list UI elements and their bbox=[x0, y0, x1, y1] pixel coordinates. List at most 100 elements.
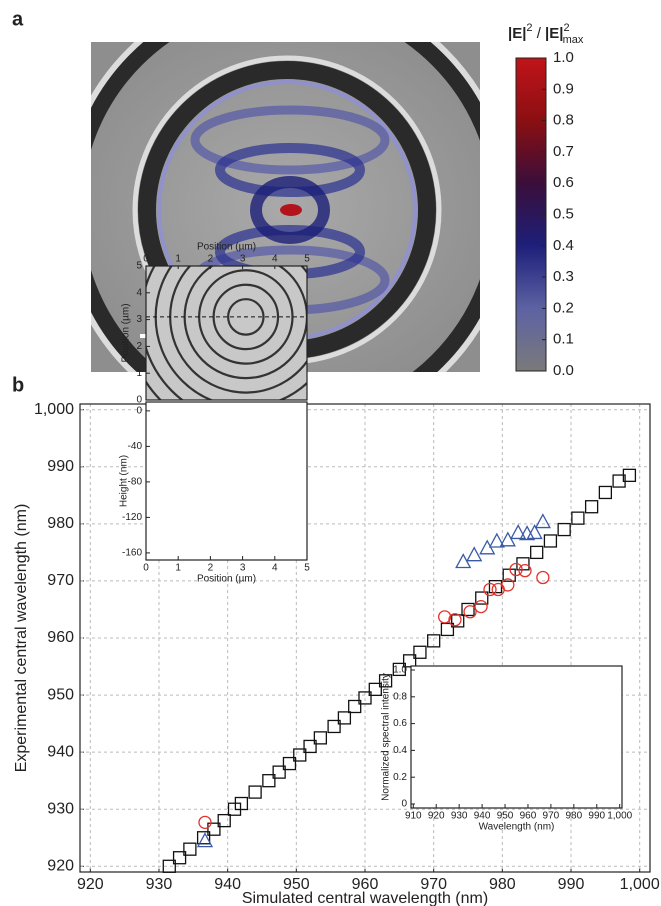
y-tick-label: -80 bbox=[128, 477, 143, 488]
marker-circle bbox=[448, 613, 462, 627]
panel-label: b bbox=[12, 374, 24, 396]
x-tick-label: 940 bbox=[214, 876, 241, 893]
marker-triangle bbox=[499, 531, 516, 547]
y-tick-label: 5 bbox=[136, 261, 142, 272]
marker-square bbox=[183, 842, 197, 856]
x-tick-label: 990 bbox=[588, 811, 605, 822]
marker-square bbox=[427, 634, 441, 648]
x-tick-label: 920 bbox=[428, 811, 445, 822]
x-tick-label: 0 bbox=[143, 254, 149, 265]
x-tick-label: 970 bbox=[543, 811, 560, 822]
marker-square bbox=[248, 785, 262, 799]
ring bbox=[198, 269, 294, 365]
colorbar-tick-label: 0.3 bbox=[553, 268, 574, 285]
x-axis-label: Wavelength (nm) bbox=[479, 822, 555, 833]
colorbar-title: |E|2 / |E|2 max bbox=[508, 22, 584, 46]
x-tick-label: 4 bbox=[272, 254, 278, 265]
x-tick-label: 940 bbox=[474, 811, 491, 822]
marker-circle bbox=[438, 610, 452, 624]
marker-triangle bbox=[196, 832, 214, 848]
y-tick-label: 960 bbox=[47, 629, 74, 646]
x-tick-label: 1 bbox=[175, 563, 181, 574]
x-tick-label: 950 bbox=[283, 876, 310, 893]
x-tick-label: 3 bbox=[240, 254, 246, 265]
colorbar-tick-label: 1.0 bbox=[553, 49, 574, 66]
marker-square bbox=[337, 711, 352, 725]
marker-square bbox=[217, 813, 231, 828]
y-tick-label: -160 bbox=[122, 548, 142, 559]
x-tick-label: 980 bbox=[565, 811, 582, 822]
title-part: max bbox=[563, 34, 584, 46]
colorbar bbox=[515, 57, 547, 372]
marker-square bbox=[358, 691, 372, 705]
colorbar-tick-label: 0.9 bbox=[553, 80, 574, 97]
marker-square bbox=[402, 654, 417, 668]
colorbar-tick-label: 0.2 bbox=[553, 299, 574, 316]
marker-square bbox=[440, 622, 455, 637]
x-tick-label: 910 bbox=[405, 811, 422, 822]
x-axis-label: Position (µm) bbox=[197, 574, 256, 585]
x-tick-label: 5 bbox=[304, 254, 310, 265]
marker-square bbox=[172, 851, 187, 865]
y-tick-label: 1.0 bbox=[393, 665, 407, 676]
x-tick-label: 2 bbox=[208, 563, 214, 574]
marker-square bbox=[413, 645, 427, 659]
x-axis-label: Position (µm) bbox=[197, 242, 256, 253]
title-part: 2 bbox=[563, 22, 569, 34]
y-tick-label: 1 bbox=[136, 368, 142, 379]
marker-square bbox=[392, 662, 406, 677]
x-tick-label: 3 bbox=[240, 563, 246, 574]
marker-square bbox=[530, 545, 544, 560]
marker-triangle bbox=[534, 513, 551, 529]
x-tick-label: 1,000 bbox=[620, 876, 660, 893]
marker-triangle bbox=[466, 546, 483, 562]
marker-square bbox=[303, 739, 317, 754]
marker-square bbox=[234, 796, 249, 811]
ring bbox=[227, 298, 265, 336]
plot-frame bbox=[145, 401, 308, 561]
y-tick-label: 920 bbox=[47, 858, 74, 875]
marker-square bbox=[327, 719, 341, 734]
y-tick-label: 950 bbox=[47, 686, 74, 703]
title-part: |E| bbox=[545, 25, 563, 42]
y-tick-label: 2 bbox=[136, 341, 142, 352]
marker-square bbox=[622, 468, 637, 482]
marker-triangle bbox=[526, 524, 543, 540]
marker-square bbox=[378, 674, 393, 688]
inset-bg bbox=[411, 666, 622, 808]
title-part: |E| bbox=[508, 25, 526, 42]
marker-circle bbox=[483, 582, 497, 597]
x-tick-label: 930 bbox=[451, 811, 468, 822]
y-tick-label: 0.2 bbox=[393, 772, 407, 783]
panel-label: a bbox=[12, 8, 24, 30]
marker-square bbox=[196, 831, 211, 845]
plot-frame bbox=[410, 665, 623, 809]
x-axis-label: Simulated central wavelength (nm) bbox=[242, 890, 488, 906]
marker-circle bbox=[463, 605, 477, 619]
marker-circle bbox=[518, 564, 532, 578]
marker-square bbox=[162, 859, 176, 873]
y-tick-label: 980 bbox=[47, 515, 74, 532]
x-tick-label: 930 bbox=[146, 876, 173, 893]
y-tick-label: 940 bbox=[47, 743, 74, 760]
x-tick-label: 970 bbox=[420, 876, 447, 893]
marker-square bbox=[262, 774, 276, 788]
x-tick-label: 4 bbox=[272, 563, 278, 574]
marker-circle bbox=[536, 570, 550, 585]
marker-square bbox=[557, 522, 571, 537]
marker-square bbox=[598, 485, 613, 500]
marker-circle bbox=[474, 599, 488, 614]
x-tick-label: 5 bbox=[304, 563, 310, 574]
center bbox=[245, 316, 247, 318]
y-axis-label: Normalized spectral intensity bbox=[381, 673, 392, 801]
y-tick-label: 970 bbox=[47, 572, 74, 589]
y-tick-label: -120 bbox=[122, 512, 142, 523]
title-part: / bbox=[533, 25, 546, 42]
marker-square bbox=[461, 602, 475, 617]
marker-square bbox=[282, 756, 297, 771]
marker-circle bbox=[198, 815, 212, 829]
title-part: 2 bbox=[526, 22, 532, 34]
marker-square bbox=[293, 748, 307, 762]
inset-bg bbox=[146, 402, 307, 560]
